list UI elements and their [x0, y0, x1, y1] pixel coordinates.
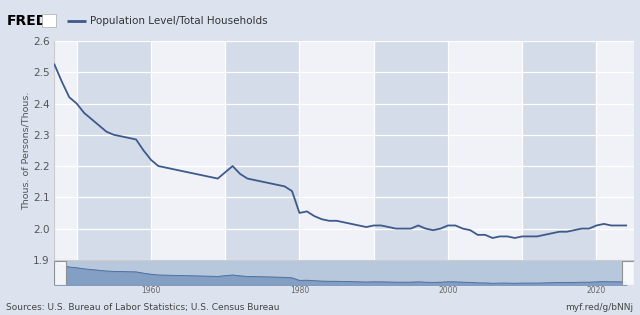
- Bar: [448, 41, 522, 260]
- Text: myf.red/g/bNNj: myf.red/g/bNNj: [566, 303, 634, 312]
- Bar: [77, 41, 151, 260]
- Y-axis label: Thous. of Persons/Thous.: Thous. of Persons/Thous.: [21, 91, 30, 209]
- Bar: [300, 41, 374, 260]
- Bar: [54, 41, 77, 260]
- Text: Population Level/Total Households: Population Level/Total Households: [90, 16, 268, 26]
- Bar: [54, 261, 65, 285]
- Bar: [225, 41, 300, 260]
- Bar: [374, 41, 448, 260]
- Bar: [623, 261, 634, 285]
- Bar: [151, 41, 225, 260]
- Text: FRED: FRED: [6, 14, 47, 28]
- Bar: [596, 41, 634, 260]
- Text: Sources: U.S. Bureau of Labor Statistics; U.S. Census Bureau: Sources: U.S. Bureau of Labor Statistics…: [6, 303, 280, 312]
- Bar: [522, 41, 596, 260]
